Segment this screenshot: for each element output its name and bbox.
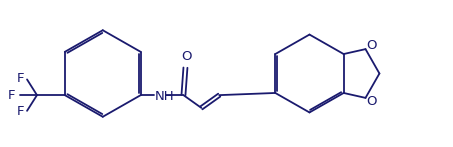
Text: F: F — [17, 72, 24, 85]
Text: F: F — [8, 89, 15, 102]
Text: F: F — [17, 105, 24, 118]
Text: O: O — [181, 50, 192, 63]
Text: O: O — [366, 39, 377, 52]
Text: O: O — [366, 95, 377, 108]
Text: NH: NH — [154, 90, 174, 103]
